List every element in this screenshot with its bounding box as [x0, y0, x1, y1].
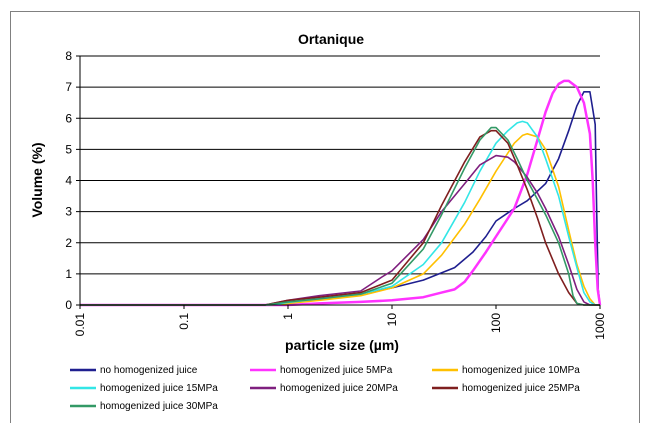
y-tick-label-3: 3	[65, 205, 72, 219]
legend-label-3: homogenized juice 15MPa	[100, 383, 218, 394]
x-tick-label-5: 1000	[593, 313, 607, 340]
legend-label-6: homogenized juice 30MPa	[100, 401, 218, 412]
grid-lines	[80, 55, 600, 275]
legend-label-0: no homogenized juice	[100, 365, 198, 376]
series-line-5	[80, 129, 600, 306]
chart-title: Ortanique	[298, 31, 364, 47]
y-tick-label-0: 0	[65, 298, 72, 312]
y-axis-title: Volume (%)	[29, 142, 45, 217]
legend-label-4: homogenized juice 20MPa	[280, 383, 398, 394]
y-tick-label-2: 2	[65, 236, 72, 250]
y-tick-label-6: 6	[65, 111, 72, 125]
x-axis-title: particle size (µm)	[285, 337, 399, 353]
x-tick-label-1: 0.1	[177, 313, 191, 330]
x-tick-label-2: 1	[281, 313, 295, 320]
legend-label-1: homogenized juice 5MPa	[280, 365, 393, 376]
x-tick-label-4: 100	[489, 313, 503, 333]
legend-label-2: homogenized juice 10MPa	[462, 365, 580, 376]
series-line-0	[80, 91, 601, 306]
x-tick-label-3: 10	[385, 313, 399, 327]
legend-label-5: homogenized juice 25MPa	[462, 383, 580, 394]
series-line-6	[80, 126, 600, 306]
y-tick-label-7: 7	[65, 80, 72, 94]
y-tick-label-8: 8	[65, 49, 72, 63]
x-tick-label-0: 0.01	[73, 313, 87, 337]
legend: no homogenized juice homogenized juice 5M…	[70, 365, 580, 412]
series-line-4	[80, 154, 600, 306]
chart-frame	[10, 11, 640, 423]
series-lines	[80, 79, 602, 307]
y-tick-label-5: 5	[65, 142, 72, 156]
y-tick-label-4: 4	[65, 174, 72, 188]
series-line-2	[80, 133, 600, 306]
y-tick-label-1: 1	[65, 267, 72, 281]
series-line-1	[80, 79, 602, 307]
axes: 0 1 2 3 4 5 6 7 8 0.01 0.1 1 10 100 1000	[65, 49, 607, 340]
